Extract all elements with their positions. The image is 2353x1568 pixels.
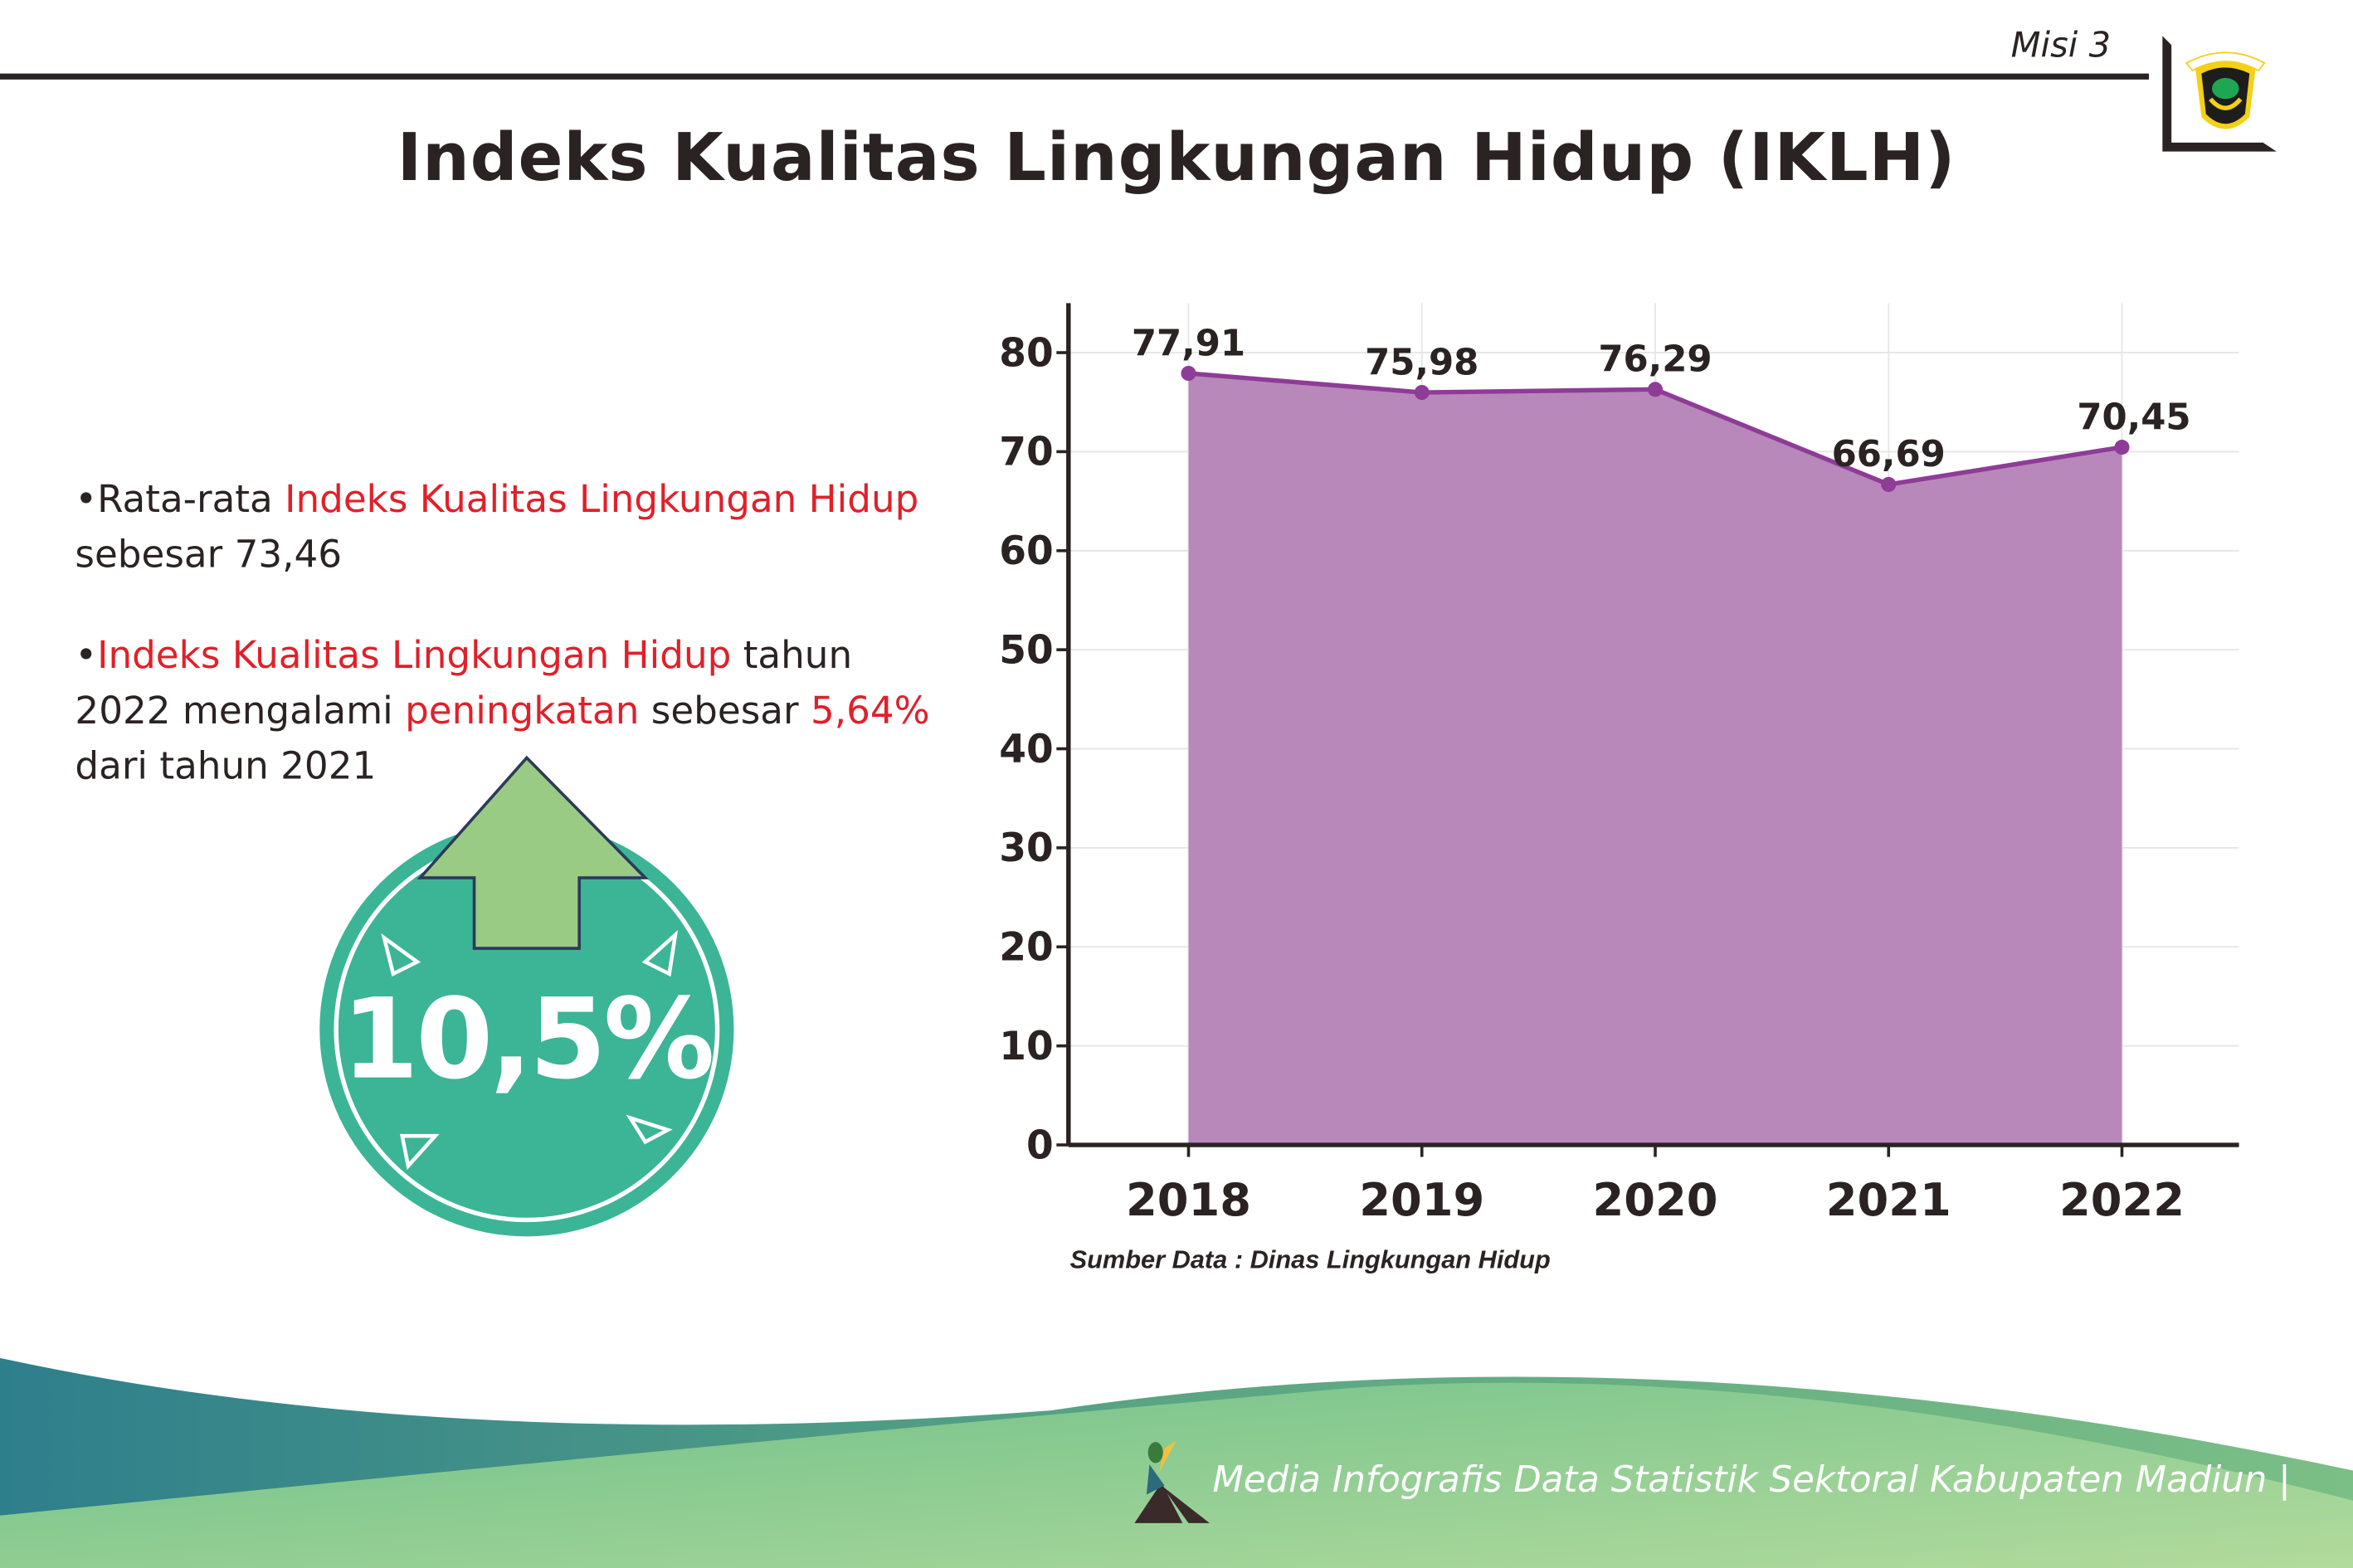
misi-label: Misi 3 [2010,27,2112,66]
page-title: Indeks Kualitas Lingkungan Hidup (IKLH) [397,119,1956,197]
bullet-increase: •Indeks Kualitas Lingkungan Hidup tahun … [75,633,930,788]
bullet-average: •Rata-rata Indeks Kualitas Lingkungan Hi… [75,477,919,577]
data-point [1647,382,1664,397]
text: Rata-rata [97,477,285,521]
y-tick-label: 70 [999,430,1053,475]
data-point [1181,365,1196,382]
data-label: 75,98 [1365,342,1479,383]
y-tick-label: 50 [999,627,1053,673]
text: 5,64% [810,689,930,733]
y-tick-label: 10 [999,1024,1053,1069]
text: tahun 2022 mengalami [75,633,853,733]
text: Indeks Kualitas Lingkungan Hidup [285,477,919,521]
kabupaten-madiun-logo [2185,51,2266,129]
x-tick-label: 2022 [2059,1174,2185,1226]
y-tick-label: 40 [999,727,1053,772]
y-tick-label: 30 [999,825,1053,871]
text: peningkatan [405,689,640,733]
footer-wave [0,1357,2353,1568]
data-label: 77,91 [1132,323,1245,364]
text: Indeks Kualitas Lingkungan Hidup [97,633,732,677]
y-tick-label: 0 [1026,1122,1054,1168]
y-tick-label: 60 [999,528,1053,574]
iklh-area-chart: 0 10 20 30 40 50 60 70 80 77,91 2018 75,98 2019 76,29… [999,303,2239,1226]
x-tick-label: 2018 [1126,1174,1251,1226]
data-label: 66,69 [1832,434,1946,475]
growth-value: 10,5% [341,975,715,1105]
data-label: 76,29 [1598,339,1712,381]
text: sebesar 73,46 [75,533,343,577]
y-tick-label: 20 [999,925,1053,971]
data-point [1414,384,1430,401]
x-tick-label: 2019 [1359,1174,1484,1226]
data-point [1881,476,1897,492]
header-frame [0,36,2277,152]
y-tick-label: 80 [999,330,1053,376]
x-tick-label: 2020 [1592,1174,1717,1226]
data-label: 70,45 [2077,397,2190,438]
growth-badge [319,755,734,1237]
data-point [2114,440,2130,455]
arrow-up-icon [417,755,650,950]
x-tick-label: 2021 [1826,1174,1951,1226]
source-note: Sumber Data : Dinas Lingkungan Hidup [1069,1245,1551,1274]
footer-text: Media Infografis Data Statistik Sektoral… [1212,1458,2291,1501]
area-fill [1188,373,2122,1146]
text: dari tahun 2021 [75,744,377,788]
text: sebesar [639,689,811,733]
